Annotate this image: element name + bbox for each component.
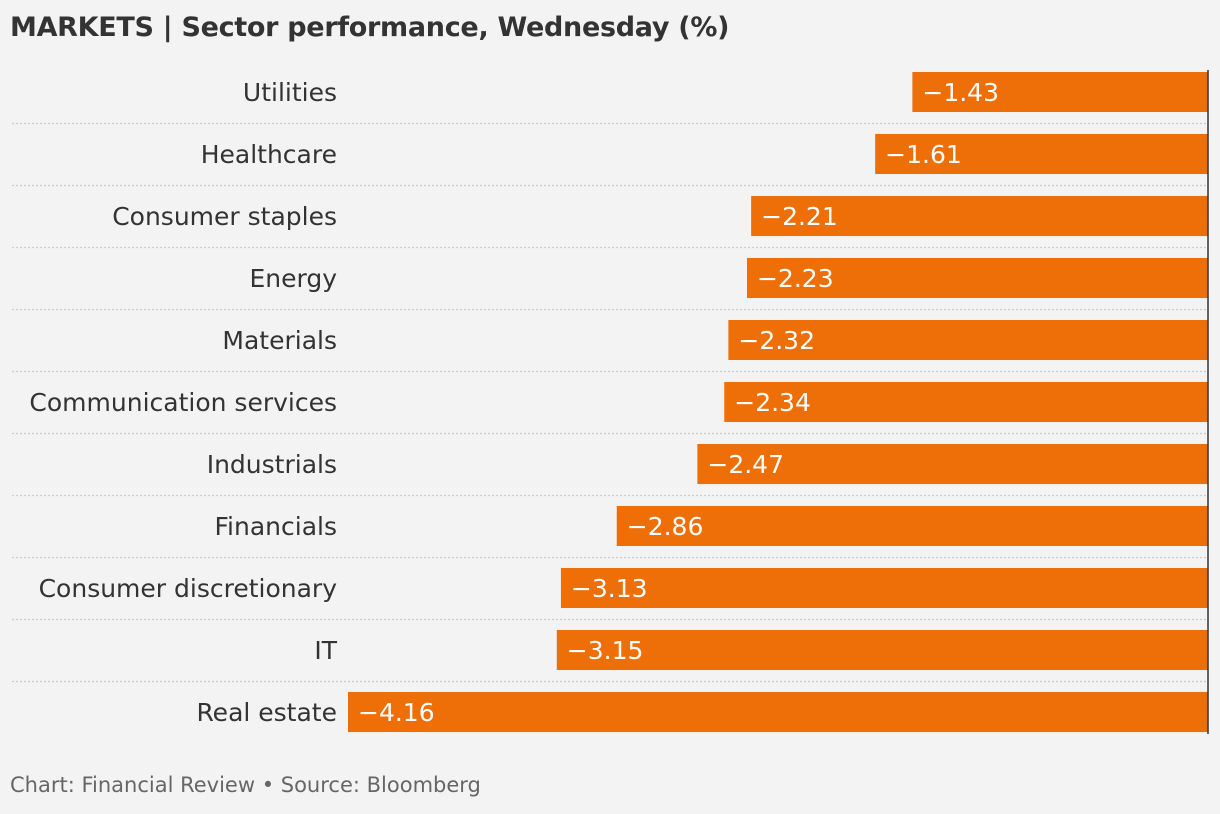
chart-title: MARKETS | Sector performance, Wednesday … (10, 12, 730, 43)
category-label: Real estate (196, 698, 337, 727)
category-label: Utilities (243, 78, 337, 107)
bar (348, 692, 1208, 732)
bar (751, 196, 1208, 236)
category-label: IT (314, 636, 337, 665)
bar (556, 630, 1208, 670)
bar (697, 444, 1208, 484)
row-separators (12, 122, 1208, 683)
value-labels: −1.43 −1.61 −2.21 −2.23 −2.32 −2.34 −2.47 −2.86… (358, 78, 999, 727)
category-label: Consumer staples (112, 202, 337, 231)
bar (912, 72, 1208, 112)
value-label: −2.21 (761, 202, 838, 231)
bar (875, 134, 1208, 174)
value-label: −1.61 (885, 140, 962, 169)
bars-group (348, 72, 1208, 732)
category-label: Consumer discretionary (39, 574, 338, 603)
category-label: Communication services (29, 388, 337, 417)
bar (724, 382, 1208, 422)
value-label: −2.34 (734, 388, 811, 417)
bar (728, 320, 1208, 360)
category-label: Healthcare (201, 140, 337, 169)
value-label: −1.43 (922, 78, 999, 107)
category-label: Financials (215, 512, 338, 541)
chart-footer: Chart: Financial Review • Source: Bloomb… (10, 773, 481, 797)
bar (560, 568, 1208, 608)
value-label: −2.32 (738, 326, 815, 355)
category-label: Energy (249, 264, 337, 293)
category-labels: Utilities Healthcare Consumer staples Energ… (29, 78, 337, 727)
category-label: Materials (222, 326, 337, 355)
bar (746, 258, 1208, 298)
value-label: −2.23 (757, 264, 834, 293)
value-label: −3.13 (571, 574, 648, 603)
value-label: −3.15 (567, 636, 644, 665)
value-label: −4.16 (358, 698, 435, 727)
value-label: −2.47 (707, 450, 784, 479)
value-label: −2.86 (627, 512, 704, 541)
category-label: Industrials (207, 450, 337, 479)
bar (616, 506, 1208, 546)
